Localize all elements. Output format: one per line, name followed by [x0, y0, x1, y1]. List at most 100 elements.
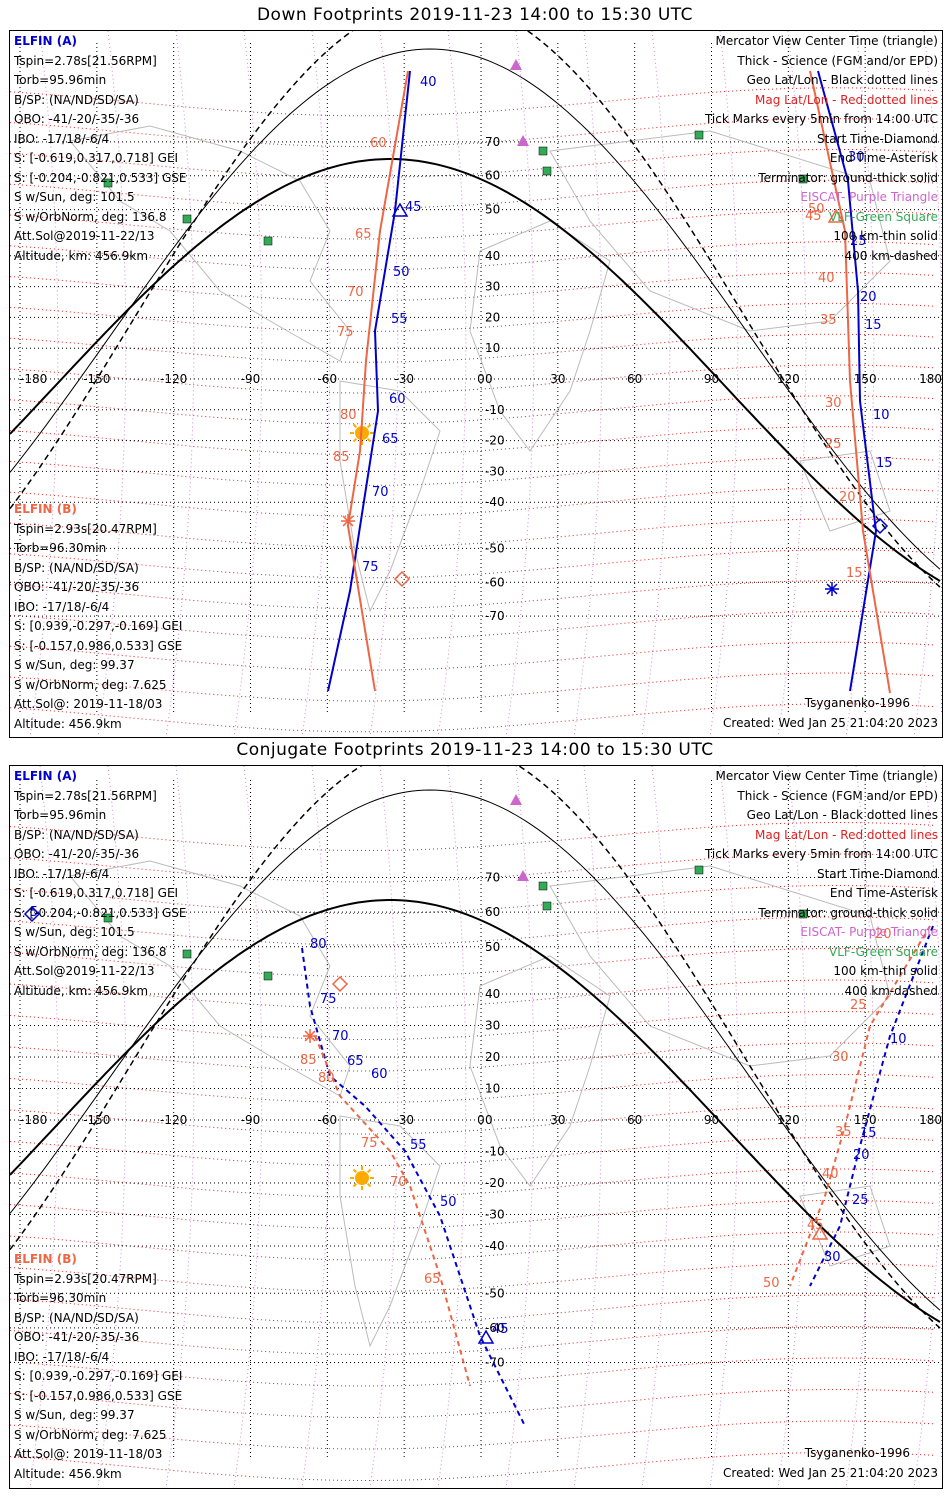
eiscat-triangle — [517, 135, 529, 146]
elfin-b-time-label: 25 — [825, 437, 842, 452]
created-label: Created: Wed Jan 25 21:04:20 2023 — [723, 716, 938, 730]
legend-100km: 100 km-thin solid — [833, 229, 938, 243]
lon-tick-label: 180 — [919, 372, 942, 386]
lat-tick-label: 0 — [485, 1113, 493, 1127]
sun-ray — [352, 1182, 358, 1188]
legend-science: Thick - Science (FGM and/or EPD) — [737, 53, 938, 68]
lon-tick-label: 60 — [627, 1113, 642, 1127]
elfin-b-line: OBO: -41/-20/-35/-36 — [14, 1330, 140, 1344]
end-time-asterisk — [342, 515, 354, 527]
legend-terminator: Terminator: ground-thick solid — [758, 905, 938, 920]
legend-center-time: Mercator View Center Time (triangle) — [715, 34, 938, 48]
legend-center-time: Mercator View Center Time (triangle) — [715, 769, 938, 783]
elfin-a-time-label: 50 — [393, 265, 410, 280]
lat-tick-label: -10 — [485, 1145, 505, 1159]
vlf-square — [263, 971, 273, 981]
mag-lon-line — [641, 31, 671, 737]
elfin-a-line: IBO: -17/18/-6/4 — [14, 866, 110, 881]
model-label: Tsyganenko-1996 — [804, 1446, 910, 1460]
coastline-shape — [799, 1185, 891, 1267]
end-time-asterisk — [304, 1030, 316, 1042]
coastline-shape — [339, 380, 441, 613]
elfin-b-time-label: 70 — [390, 1175, 407, 1190]
elfin-a-track — [809, 925, 934, 1287]
elfin-a-time-label: 70 — [332, 1029, 349, 1044]
elfin-b-time-label: 25 — [850, 998, 867, 1013]
mag-lon-line — [29, 31, 59, 737]
panel-title-down: Down Footprints 2019-11-23 14:00 to 15:3… — [256, 5, 694, 25]
coastline-shape — [69, 860, 351, 1097]
lat-tick-label: 60 — [485, 905, 500, 919]
lon-tick-label: 0 — [477, 372, 485, 386]
elfin-a-line: Att.Sol@2019-11-22/13 — [14, 964, 155, 978]
lon-tick-label: -60 — [318, 372, 338, 386]
center-time-triangle — [811, 1225, 829, 1240]
elfin-b-time-label: 75 — [361, 1136, 378, 1151]
lat-tick-label: -40 — [485, 495, 505, 509]
vlf-square — [538, 146, 548, 156]
elfin-b-line: IBO: -17/18/-6/4 — [14, 599, 110, 614]
start-time-diamond — [331, 975, 349, 993]
mag-lon-line — [437, 31, 467, 737]
mag-lon-line — [97, 766, 127, 1488]
elfin-a-time-label: 70 — [372, 485, 389, 500]
sun-ray — [366, 423, 372, 429]
elfin-a-line: S w/Sun, deg: 101.5 — [14, 925, 135, 939]
elfin-b-time-label: 20 — [839, 490, 856, 505]
legend-mag: Mag Lat/Lon - Red dotted lines — [754, 827, 938, 842]
lon-tick-label: 30 — [550, 1113, 565, 1127]
lon-tick-label: 120 — [777, 372, 800, 386]
mag-lat-line — [10, 1074, 935, 1103]
mag-lat-line — [10, 1200, 935, 1229]
panel-title-conjugate: Conjugate Footprints 2019-11-23 14:00 to… — [236, 740, 714, 760]
elfin-a-track — [327, 70, 411, 692]
legend-eiscat: EISCAT- Purple Triangle — [800, 925, 938, 939]
eiscat-triangle — [510, 794, 522, 805]
map-panel-conjugate: -180 -150 -120 -90 -60 -30 0 30 60 90 120 150 180 70 6… — [9, 765, 943, 1489]
elfin-a-time-label: 55 — [410, 1138, 427, 1153]
elfin-b-header: ELFIN (B) — [14, 502, 77, 516]
legend-ticks: Tick Marks every 5min from 14:00 UTC — [704, 112, 938, 126]
legend-end: End Time-Asterisk — [829, 151, 938, 165]
terminator-curve — [10, 899, 941, 1323]
elfin-b-time-label: 85 — [333, 450, 350, 465]
elfin-a-time-label: 5 — [30, 905, 38, 920]
lat-tick-label: 70 — [485, 870, 500, 884]
sun-ray — [366, 1168, 372, 1174]
lon-tick-label: 90 — [704, 372, 719, 386]
legend: Mercator View Center Time (triangle) Thi… — [705, 767, 938, 1001]
elfin-b-track — [346, 70, 409, 692]
coastline-shape — [469, 955, 611, 1187]
elfin-a-line: S w/OrbNorm, deg: 136.8 — [14, 209, 167, 224]
elfin-a-time-label: 15 — [876, 456, 893, 471]
elfin-b-line: Altitude: 456.9km — [14, 716, 122, 731]
lon-tick-label: -180 — [20, 1113, 47, 1127]
lat-tick-label: -70 — [485, 609, 505, 623]
elfin-a-line: B/SP: (NA/ND/SD/SA) — [14, 827, 139, 842]
elfin-b-line: Tspin=2.93s[20.47RPM] — [14, 1271, 157, 1286]
elfin-b-line: S w/Sun, deg: 99.37 — [14, 1408, 135, 1422]
lon-tick-label: -90 — [241, 1113, 261, 1127]
elfin-b-line: OBO: -41/-20/-35/-36 — [14, 580, 140, 594]
lon-tick-label: 120 — [777, 1113, 800, 1127]
center-time-triangle — [391, 202, 409, 217]
elfin-a-line: Altitude, km: 456.9km — [14, 248, 149, 263]
mag-lon-line — [777, 766, 807, 1488]
vlf-square — [694, 865, 704, 875]
elfin-a-line: S: [-0.204,-0.821,0.533] GSE — [14, 170, 187, 185]
elfin-b-time-label: 15 — [846, 566, 863, 581]
elfin-a-line: Torb=95.96min — [14, 73, 107, 87]
sun-ray — [352, 423, 358, 429]
mag-lon-line — [505, 766, 535, 1488]
elfin-b-time-label: 40 — [822, 1167, 839, 1182]
elfin-a-time-label: 15 — [865, 318, 882, 333]
elfin-a-track — [817, 70, 878, 692]
elfin-b-time-label: 30 — [832, 1050, 849, 1065]
legend-vlf: VLF-Green Square — [829, 944, 938, 959]
legend-400km: 400 km-dashed — [844, 983, 938, 998]
elfin-a-time-label: 40 — [420, 75, 437, 90]
elfin-a-time-label: 65 — [382, 432, 399, 447]
lon-tick-label: -30 — [394, 372, 414, 386]
elfin-b-line: S: [0.939,-0.297,-0.169] GEI — [14, 619, 183, 633]
mag-lon-line — [369, 31, 399, 737]
